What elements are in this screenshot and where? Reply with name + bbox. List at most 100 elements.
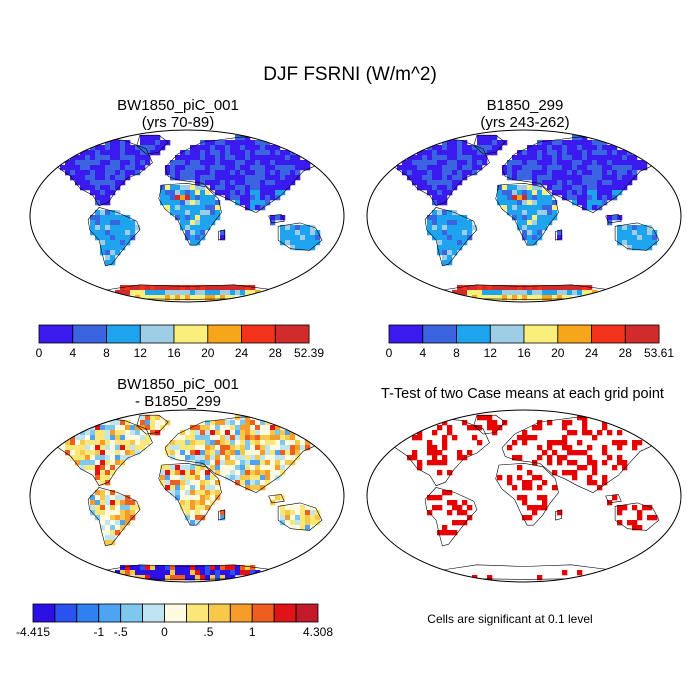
colorbar-box (241, 324, 276, 344)
colorbar-tick-label: 16 (167, 346, 181, 360)
map-case2 (366, 129, 682, 303)
colorbar-tick-label: 4 (69, 346, 76, 360)
colorbar-tick-label: 1 (249, 625, 256, 639)
colorbar-box (591, 324, 626, 344)
panel-title-case2: B1850_299 (486, 97, 564, 114)
colorbar-tick-label: 0 (161, 625, 168, 639)
map-border (29, 409, 345, 583)
coastline-madagascar (218, 509, 225, 521)
coastline-borneo (605, 213, 622, 224)
colorbar-box (207, 603, 231, 623)
colorbar-difference: -4.415 -1 -.5 0 .5 1 4.308 (16, 603, 333, 639)
coastline-australia (614, 502, 660, 531)
coastline-africa (495, 182, 559, 246)
colorbar-box (106, 324, 141, 344)
coastline-greenland (473, 134, 506, 155)
colorbar-box (98, 603, 122, 623)
coastline-africa (495, 462, 559, 526)
map-case1 (29, 129, 345, 303)
coastline-australia (277, 502, 323, 531)
colorbar-tick-label: 0 (36, 346, 43, 360)
colorbar-tick-label: 24 (235, 346, 249, 360)
colorbar-box (273, 603, 297, 623)
colorbar-box (38, 324, 74, 344)
colorbar-tick-label: 28 (269, 346, 283, 360)
colorbar-tick-label: 20 (201, 346, 215, 360)
colorbar-box (624, 324, 660, 344)
coastline-africa (158, 462, 222, 526)
coastline-madagascar (555, 509, 562, 521)
colorbar-box (251, 603, 275, 623)
colorbar-tick-label: 20 (551, 346, 565, 360)
colorbar-tick-label: 8 (103, 346, 110, 360)
coastline-southAmerica (87, 487, 141, 547)
colorbar-tick-label: 4 (419, 346, 426, 360)
colorbar-tick-label: -.5 (114, 625, 128, 639)
colorbar-tick-label: 12 (484, 346, 498, 360)
map-grid-cells (60, 415, 321, 581)
map-difference (29, 409, 345, 583)
map-grid-cells (60, 135, 321, 301)
colorbar-tick-label: 12 (134, 346, 148, 360)
colorbar-tick-label: -4.415 (16, 625, 50, 639)
colorbar-case2: 0 4 8 12 16 20 24 28 53.61 (386, 324, 674, 360)
colorbar-tick-label: 4.308 (303, 625, 333, 639)
coastline-madagascar (218, 229, 225, 241)
map-grid-cells (397, 135, 658, 301)
colorbar-tick-label: -1 (93, 625, 104, 639)
colorbar-box (173, 324, 209, 344)
colorbar-box (120, 603, 143, 623)
colorbar-box (229, 603, 253, 623)
coastline-australia (614, 222, 660, 251)
colorbar-box (295, 603, 319, 623)
significance-note: Cells are significant at 0.1 level (427, 612, 593, 626)
panel-subtitle-case1: (yrs 70-89) (141, 114, 215, 131)
colorbar-tick-label: 0 (386, 346, 393, 360)
panel-title-case1: BW1850_piC_001 (117, 97, 239, 114)
colorbar-box (72, 324, 108, 344)
colorbar-box (557, 324, 592, 344)
figure-title: DJF FSRNI (W/m^2) (263, 64, 437, 85)
map-ttest (366, 409, 682, 583)
colorbar-box (54, 603, 78, 623)
colorbar-box (422, 324, 457, 344)
map-border (366, 129, 682, 303)
coastline-borneo (268, 493, 285, 504)
colorbar-box (489, 324, 525, 344)
colorbar-box (388, 324, 424, 344)
colorbar-box (164, 603, 187, 623)
panel-title-ttest: T-Test of two Case means at each grid po… (381, 386, 664, 402)
panel-subtitle-case2: (yrs 243-262) (480, 114, 570, 131)
colorbar-box (523, 324, 559, 344)
colorbar-tick-label: 53.61 (644, 346, 674, 360)
coastline-southAmerica (87, 207, 141, 267)
colorbar-tick-label: .5 (203, 625, 213, 639)
coastline-greenland (473, 414, 506, 435)
colorbar-case1: 0 4 8 12 16 20 24 28 52.39 (36, 324, 324, 360)
coastline-madagascar (555, 229, 562, 241)
coastline-borneo (268, 213, 285, 224)
colorbar-box (186, 603, 209, 623)
panel-title-difference: BW1850_piC_001 (117, 376, 239, 393)
coastline-southAmerica (424, 487, 478, 547)
coastline-borneo (605, 493, 622, 504)
colorbar-box (207, 324, 243, 344)
map-border (366, 409, 682, 583)
colorbar-box (139, 324, 175, 344)
colorbar-tick-label: 16 (517, 346, 531, 360)
colorbar-tick-label: 8 (453, 346, 460, 360)
coastline-greenland (136, 414, 169, 435)
colorbar-tick-label: 52.39 (294, 346, 324, 360)
colorbar-box (456, 324, 491, 344)
coastline-southAmerica (424, 207, 478, 267)
coastline-greenland (136, 134, 169, 155)
colorbar-box (142, 603, 165, 623)
coastline-africa (158, 182, 222, 246)
map-border (29, 129, 345, 303)
colorbar-tick-label: 28 (619, 346, 633, 360)
coastline-australia (277, 222, 323, 251)
colorbar-tick-label: 24 (585, 346, 599, 360)
colorbar-box (32, 603, 56, 623)
